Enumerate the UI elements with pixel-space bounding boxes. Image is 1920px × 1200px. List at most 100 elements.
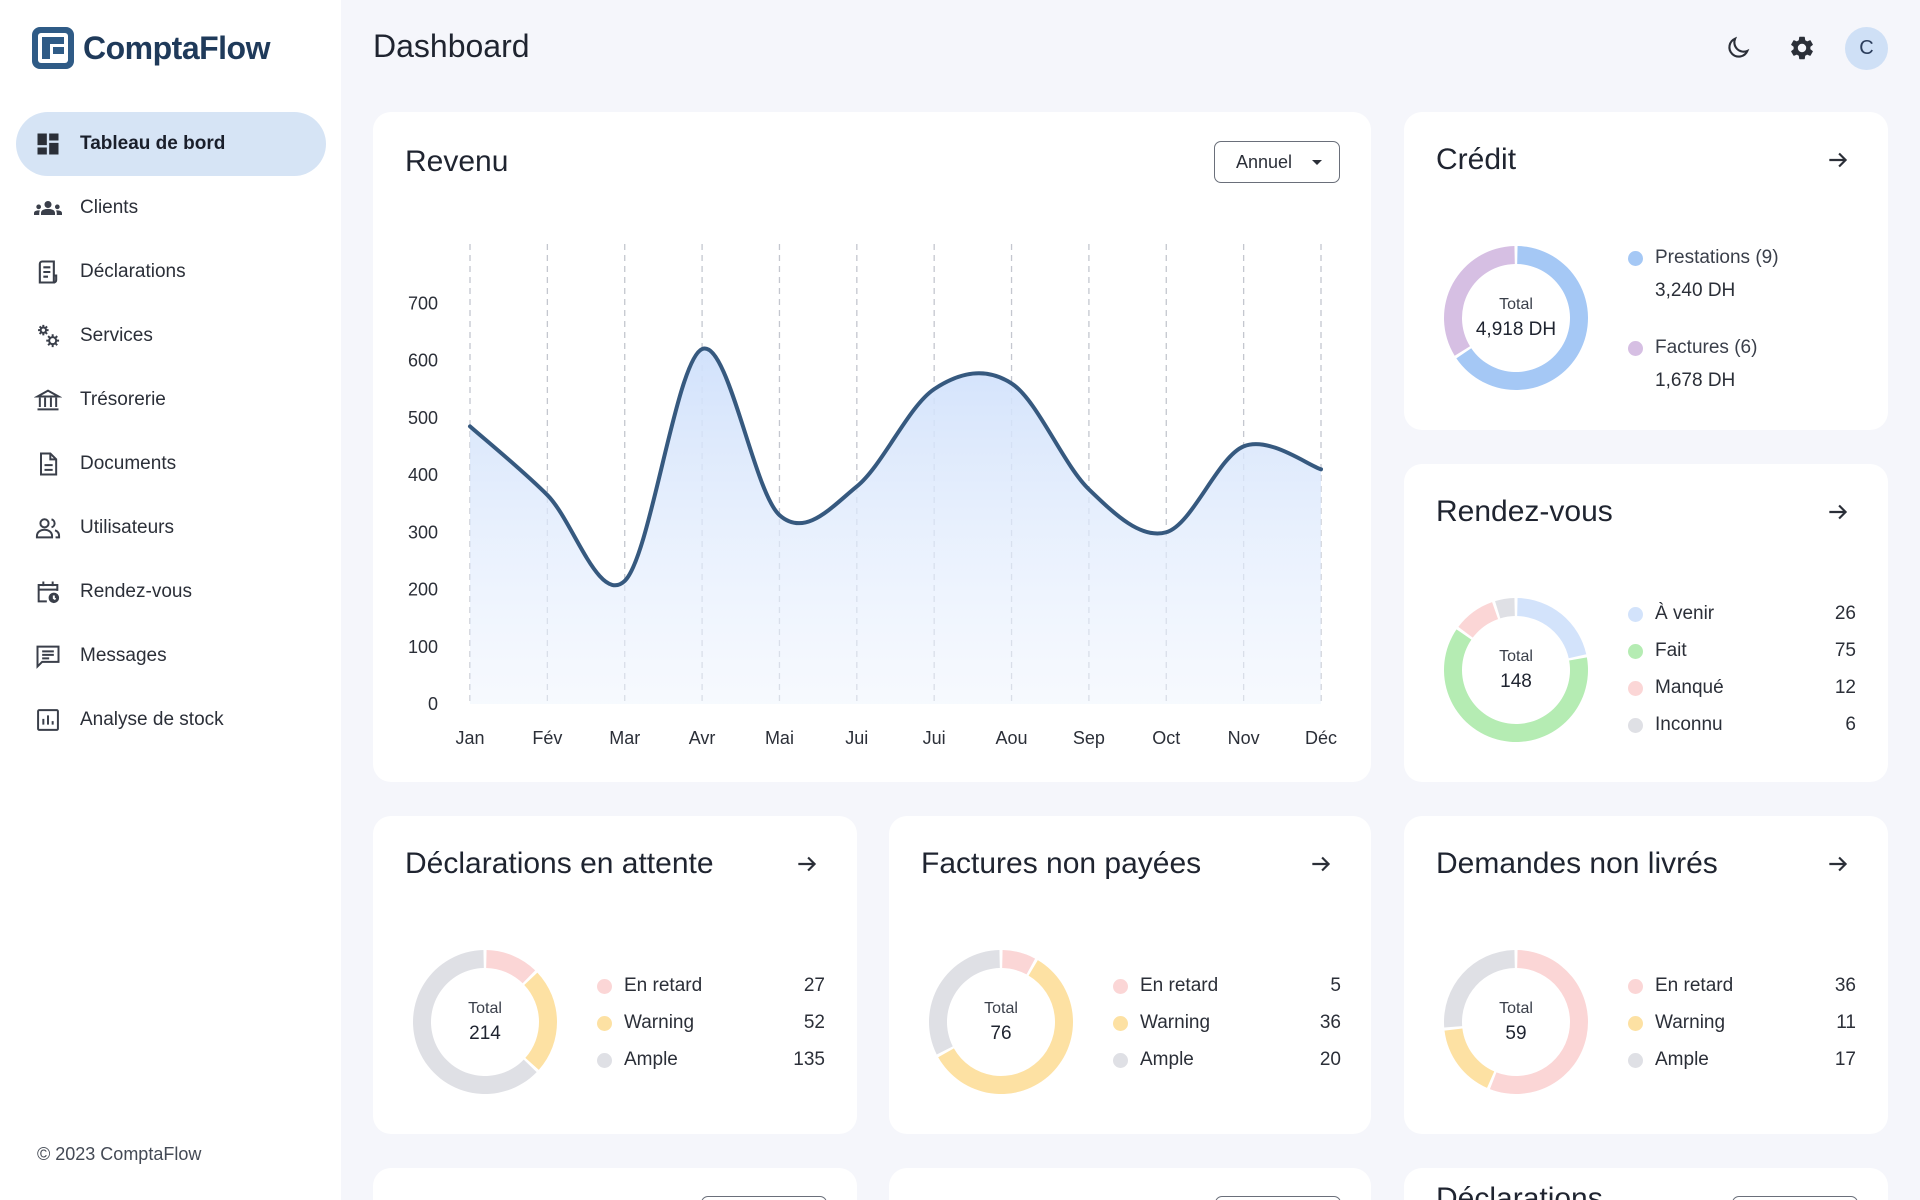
legend-label: En retard — [624, 975, 703, 996]
declarations-pending-arrow-button[interactable] — [791, 848, 823, 880]
sidebar-item-users[interactable]: Utilisateurs — [16, 496, 326, 560]
undelivered-requests-donut — [1444, 950, 1588, 1094]
legend-value: 75 — [1834, 640, 1856, 661]
legend-value: 17 — [1834, 1049, 1856, 1070]
sidebar-item-documents[interactable]: Documents — [16, 432, 326, 496]
rendezvous-title: Rendez-vous — [1436, 495, 1613, 528]
legend-item: En retard 5 — [1113, 972, 1341, 1000]
legend-dot — [1113, 1015, 1128, 1031]
dark-mode-toggle[interactable] — [1716, 26, 1760, 70]
sidebar: ComptaFlow Tableau de bord Clients Décla… — [0, 0, 341, 1200]
copyright: © 2023 ComptaFlow — [37, 1144, 202, 1164]
legend-label: Warning — [1655, 1012, 1726, 1033]
declarations-pending-donut-center: Total 214 — [405, 1000, 565, 1045]
credit-title: Crédit — [1436, 143, 1517, 176]
legend-dot — [597, 1015, 612, 1031]
services-icon — [33, 321, 63, 351]
partial-select-button[interactable] — [1215, 1196, 1341, 1200]
unpaid-invoices-title: Factures non payées — [921, 847, 1202, 880]
legend-label: Factures (6) — [1655, 337, 1758, 358]
legend-item: Ample 17 — [1628, 1046, 1856, 1074]
legend-label: En retard — [1140, 975, 1219, 996]
x-tick-label: Mai — [765, 728, 794, 748]
partial-card-title: Déclarations — [1436, 1182, 1603, 1200]
documents-icon — [33, 449, 63, 479]
legend-label: Ample — [1655, 1049, 1709, 1070]
donut-segment — [1517, 598, 1587, 659]
legend-dot — [1628, 978, 1643, 994]
legend-item: Fait 75 — [1628, 637, 1856, 665]
sidebar-item-label: Tableau de bord — [80, 133, 226, 154]
x-tick-label: Jui — [923, 728, 946, 748]
legend-label: À venir — [1655, 603, 1715, 624]
partial-select-button[interactable] — [701, 1196, 827, 1200]
sidebar-item-services[interactable]: Services — [16, 304, 326, 368]
legend-dot — [1628, 680, 1643, 696]
legend-value: 52 — [803, 1012, 825, 1033]
credit-card: Crédit Total 4,918 DH Prestations (9) 3,… — [1404, 112, 1888, 430]
period-select[interactable]: Annuel — [1214, 141, 1340, 183]
calendar-icon — [33, 577, 63, 607]
avatar[interactable]: C — [1845, 27, 1888, 70]
sidebar-item-stock-analysis[interactable]: Analyse de stock — [16, 688, 326, 752]
legend-value: 135 — [793, 1049, 825, 1070]
legend-value: 11 — [1836, 1012, 1856, 1033]
partial-card-3: Déclarations — [1404, 1168, 1888, 1200]
legend-label: Inconnu — [1655, 714, 1723, 735]
partial-select-button[interactable] — [1732, 1196, 1858, 1200]
messages-icon — [33, 641, 63, 671]
sidebar-item-label: Clients — [80, 197, 139, 218]
legend-dot — [1113, 978, 1128, 994]
legend-value: 26 — [1834, 603, 1856, 624]
donut-segment — [486, 950, 536, 984]
arrow-right-icon — [1829, 856, 1848, 872]
x-tick-label: Déc — [1305, 728, 1337, 748]
legend-label: Ample — [624, 1049, 678, 1070]
sidebar-item-label: Messages — [80, 645, 167, 666]
legend-dot — [1628, 250, 1643, 266]
revenue-chart: 0 100 200 300 400 500 600 700 Jan Fév Mar Avr Mai Ju… — [408, 244, 1337, 748]
donut-total-label: Total — [1499, 648, 1533, 665]
donut-segment — [938, 960, 1073, 1094]
legend-item: Ample 135 — [597, 1046, 825, 1074]
legend-dot — [1628, 717, 1643, 733]
donut-total-value: 76 — [990, 1023, 1012, 1044]
donut-segment — [1444, 246, 1515, 356]
declarations-pending-title: Déclarations en attente — [405, 847, 714, 880]
sidebar-item-declarations[interactable]: Déclarations — [16, 240, 326, 304]
donut-total-value: 59 — [1505, 1023, 1527, 1044]
legend-label: Prestations (9) — [1655, 247, 1779, 268]
revenue-card: Revenu Annuel 0 100 200 300 400 500 600 700 Jan… — [373, 112, 1371, 782]
sidebar-item-clients[interactable]: Clients — [16, 176, 326, 240]
legend-value: 20 — [1319, 1049, 1341, 1070]
y-tick-label: 300 — [408, 522, 438, 542]
sidebar-item-label: Déclarations — [80, 261, 186, 282]
settings-button[interactable] — [1780, 26, 1824, 70]
x-tick-label: Mar — [609, 728, 640, 748]
sidebar-item-messages[interactable]: Messages — [16, 624, 326, 688]
legend-dot — [1628, 1052, 1643, 1068]
brand[interactable]: ComptaFlow — [31, 26, 270, 70]
sidebar-item-label: Trésorerie — [80, 389, 166, 410]
undelivered-requests-arrow-button[interactable] — [1822, 848, 1854, 880]
unpaid-invoices-arrow-button[interactable] — [1305, 848, 1337, 880]
legend-amount: 3,240 DH — [1655, 280, 1736, 301]
rendezvous-arrow-button[interactable] — [1822, 496, 1854, 528]
x-tick-label: Jui — [845, 728, 868, 748]
sidebar-item-dashboard[interactable]: Tableau de bord — [16, 112, 326, 176]
legend-value: 27 — [803, 975, 825, 996]
legend-value: 36 — [1834, 975, 1856, 996]
sidebar-item-treasury[interactable]: Trésorerie — [16, 368, 326, 432]
legend-item: À venir 26 — [1628, 600, 1856, 628]
x-tick-label: Oct — [1152, 728, 1180, 748]
legend-dot — [1628, 643, 1643, 659]
credit-arrow-button[interactable] — [1822, 144, 1854, 176]
clients-icon — [33, 193, 63, 223]
legend-item: Warning 36 — [1113, 1009, 1341, 1037]
sidebar-item-rendez-vous[interactable]: Rendez-vous — [16, 560, 326, 624]
legend-label: Fait — [1655, 640, 1687, 661]
donut-total-label: Total — [1499, 1000, 1533, 1017]
legend-value: 12 — [1834, 677, 1856, 698]
unpaid-invoices-donut-center: Total 76 — [921, 1000, 1081, 1045]
unpaid-invoices-donut — [929, 950, 1073, 1094]
